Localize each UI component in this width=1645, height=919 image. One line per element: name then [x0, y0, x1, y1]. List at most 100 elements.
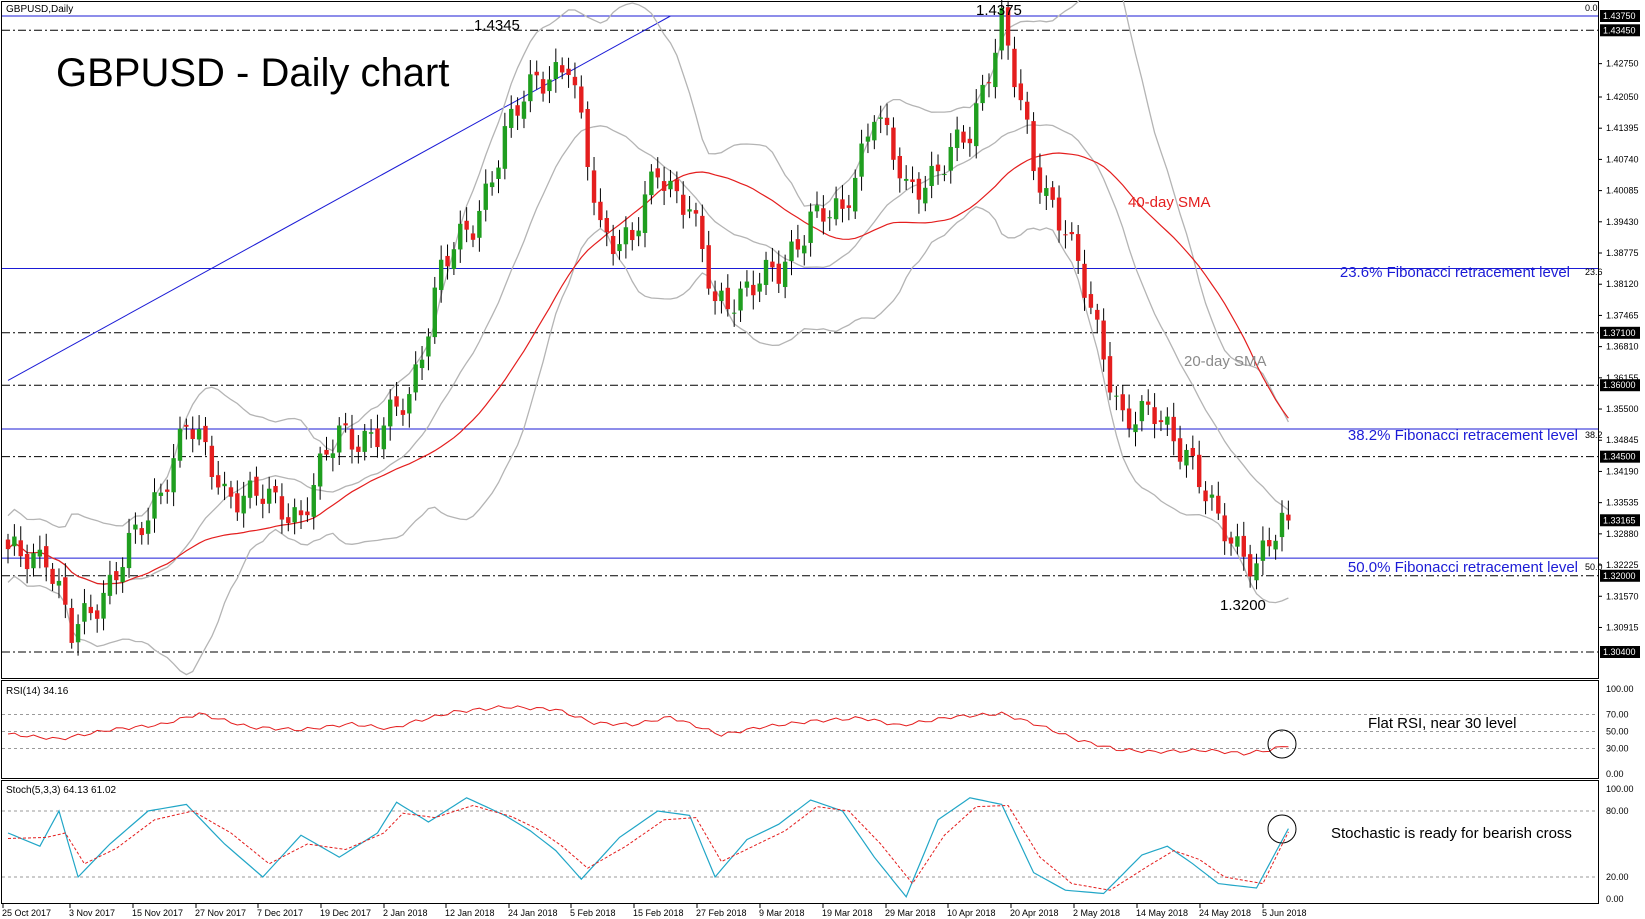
candle-body [56, 580, 62, 586]
candle-body [317, 453, 323, 487]
candle-body [693, 210, 699, 214]
candle-body [770, 261, 775, 268]
high-label-1: 1.4345 [474, 17, 520, 34]
candle-body [69, 607, 74, 643]
candle-body [235, 493, 240, 513]
candle-body [827, 217, 832, 219]
candle-body [101, 592, 106, 619]
fib-tag-382: 38.2 [1585, 430, 1603, 440]
candle-body [438, 259, 444, 290]
price-tick-label: 1.34845 [1606, 435, 1639, 445]
candle-body [986, 82, 992, 84]
candle-body [725, 287, 731, 310]
price-tick-label: 1.33535 [1606, 498, 1639, 508]
candlesticks [5, 0, 1291, 656]
candle-body [107, 574, 113, 596]
candle-body [789, 241, 794, 262]
candle-body [540, 79, 546, 94]
candle-body [897, 155, 902, 179]
price-axis: 1.42750 1.42050 1.41395 1.40740 1.40085 1.394… [1598, 59, 1639, 632]
candle-body [903, 178, 909, 181]
candle-body [1279, 512, 1285, 538]
candle-body [1146, 401, 1151, 405]
candle-body [1133, 424, 1138, 433]
candle-body [579, 86, 584, 113]
candle-body [368, 432, 374, 434]
candle-body [846, 205, 852, 208]
candle-body [553, 62, 559, 80]
candle-body [993, 52, 998, 88]
candle-body [37, 549, 43, 557]
candle-body [878, 117, 883, 119]
candle-body [330, 453, 336, 458]
rsi-annotation: Flat RSI, near 30 level [1368, 715, 1516, 732]
bollinger-upper [7, 0, 1289, 528]
candle-body [1101, 320, 1106, 360]
candle-body [1031, 121, 1036, 172]
price-tick-label: 1.35500 [1606, 404, 1639, 414]
candle-body [145, 520, 151, 534]
candle-body [757, 283, 762, 292]
candle-body [751, 284, 756, 296]
candle-body [1267, 540, 1272, 547]
date-label: 15 Feb 2018 [633, 908, 684, 918]
stoch-tick-label: 20.00 [1606, 872, 1629, 882]
fib-label-236: 23.6% Fibonacci retracement level [1340, 264, 1570, 281]
candle-body [254, 476, 259, 496]
candle-body [572, 76, 578, 86]
candle-body [489, 182, 495, 188]
bollinger-lower [7, 205, 1289, 676]
candle-body [190, 429, 195, 440]
candle-body [623, 227, 629, 245]
candle-body [636, 230, 641, 237]
candle-body [515, 105, 520, 116]
rsi-tick-label: 50.00 [1606, 727, 1629, 737]
date-label: 19 Dec 2017 [320, 908, 371, 918]
rsi-tick-label: 100.00 [1606, 684, 1634, 694]
date-label: 2 Jan 2018 [383, 908, 428, 918]
candle-body [1012, 48, 1017, 88]
candle-body [1082, 263, 1087, 298]
candle-body [171, 458, 176, 493]
candle-body [591, 170, 597, 203]
candle-body [1139, 400, 1145, 422]
candle-body [642, 194, 648, 233]
candle-body [1056, 197, 1062, 231]
price-tag-label: 1.37100 [1603, 328, 1636, 338]
candle-body [1037, 167, 1043, 193]
candle-body [1126, 408, 1132, 429]
main-pane-frame [1, 1, 1599, 679]
stoch-tick-label: 80.00 [1606, 806, 1629, 816]
candle-body [655, 168, 660, 178]
candle-body [1088, 294, 1094, 308]
candle-body [445, 255, 450, 267]
price-tag-label: 1.43450 [1603, 25, 1636, 35]
candle-body [687, 209, 692, 212]
candle-body [88, 606, 94, 614]
date-label: 3 Nov 2017 [69, 908, 115, 918]
fibonacci-levels [2, 267, 1598, 559]
candle-body [999, 7, 1004, 51]
candle-body [12, 536, 17, 547]
trendline [7, 15, 671, 381]
sma20-line [7, 124, 1289, 585]
price-tick-label: 1.40740 [1606, 154, 1639, 164]
price-tag-label: 1.34500 [1603, 452, 1636, 462]
rsi-tick-label: 30.00 [1606, 744, 1629, 754]
candle-body [719, 290, 724, 302]
fib-tag-top: 0.0 [1585, 3, 1598, 13]
candle-body [177, 428, 183, 461]
candle-body [432, 287, 437, 338]
candle-body [1260, 540, 1266, 561]
candle-body [413, 364, 418, 393]
candle-body [82, 603, 87, 622]
chart-title: GBPUSD - Daily chart [56, 51, 449, 95]
date-label: 19 Mar 2018 [822, 908, 873, 918]
candle-body [362, 430, 367, 452]
candle-body [1152, 407, 1157, 425]
candle-body [814, 205, 820, 212]
candle-body [731, 312, 737, 314]
date-axis: 25 Oct 2017 3 Nov 2017 15 Nov 2017 27 Nov 2… [2, 904, 1307, 918]
candle-body [139, 528, 144, 536]
candle-body [44, 546, 49, 568]
